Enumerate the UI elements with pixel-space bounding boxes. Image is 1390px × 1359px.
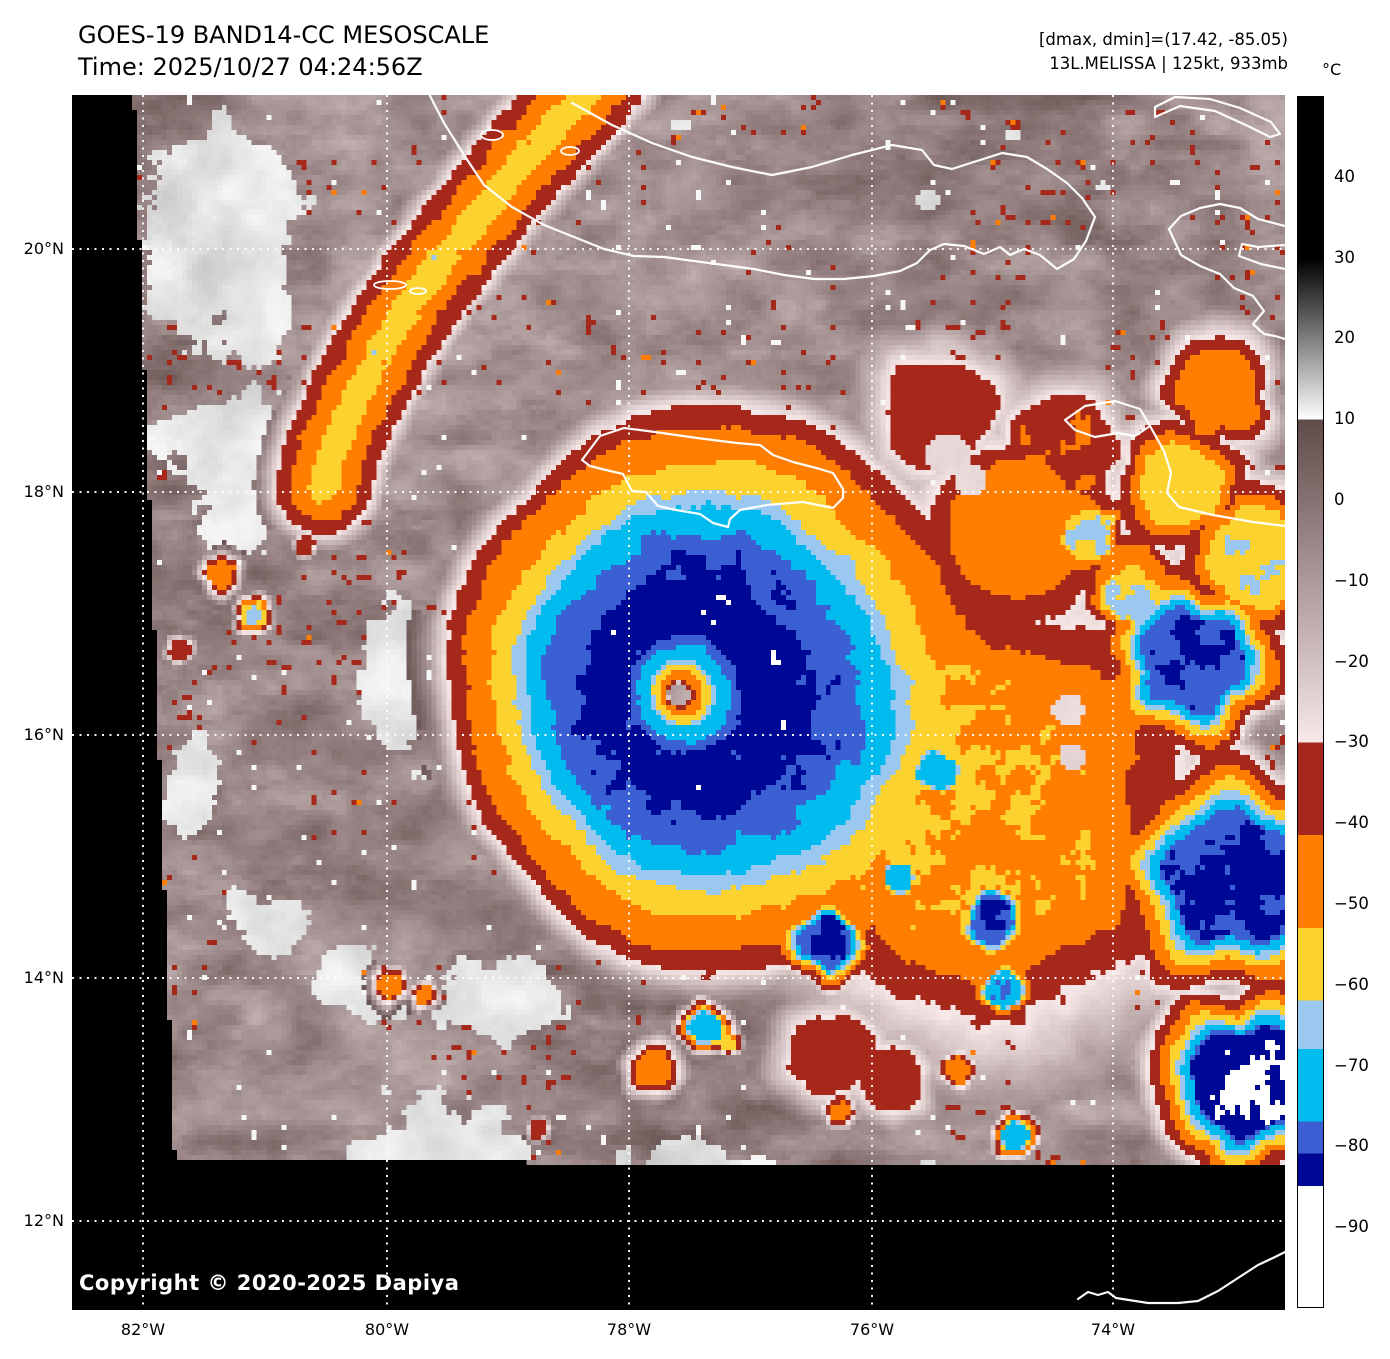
colorbar-tick-label: −80: [1334, 1136, 1369, 1156]
lon-tick-label: 78°W: [606, 1320, 652, 1339]
colorbar-tick-label: 0: [1334, 490, 1345, 509]
colorbar-tick-label: −20: [1334, 651, 1369, 671]
lon-tick-label: 76°W: [849, 1320, 895, 1339]
colorbar-tick-label: −90: [1334, 1217, 1369, 1237]
coastline-cuba-south-coast: [428, 95, 1097, 281]
page-title: GOES-19 BAND14-CC MESOSCALE: [78, 21, 490, 49]
islet-outline: [480, 129, 504, 141]
lon-tick-label: 80°W: [364, 1320, 410, 1339]
coastline-haiti-northwest: [1237, 242, 1285, 271]
satellite-map: Copyright © 2020-2025 Dapiya: [72, 95, 1285, 1310]
coastline-great-inagua: [1153, 95, 1282, 139]
colorbar-tick-label: −70: [1334, 1055, 1369, 1075]
map-overlay-svg: [72, 95, 1285, 1310]
colorbar-tick-label: −50: [1334, 894, 1369, 913]
lon-tick-label: 82°W: [120, 1320, 166, 1339]
coastline-jamaica: [580, 426, 845, 529]
lat-tick-label: 14°N: [23, 968, 64, 987]
lon-tick-label: 74°W: [1090, 1320, 1136, 1339]
colorbar-tick-label: −30: [1334, 732, 1369, 752]
colorbar-tick-label: −40: [1334, 813, 1369, 833]
colorbar-unit-label: °C: [1322, 60, 1342, 79]
islet-outline: [373, 280, 407, 290]
islet-outline: [409, 287, 427, 295]
colorbar-tick-label: −10: [1334, 570, 1369, 590]
colorbar-tick-label: 40: [1334, 166, 1355, 186]
coastline-haiti-west-coast: [1167, 202, 1285, 341]
colorbar-tick-label: −60: [1334, 974, 1369, 994]
satellite-imagery-canvas: [72, 95, 1285, 1310]
lat-tick-label: 20°N: [23, 239, 64, 258]
colorbar-tick-label: 10: [1334, 409, 1355, 429]
timestamp: Time: 2025/10/27 04:24:56Z: [78, 53, 423, 81]
lat-tick-label: 18°N: [23, 482, 64, 501]
coastline-tiburon-south-coast: [1148, 424, 1285, 528]
copyright-label: Copyright © 2020-2025 Dapiya: [79, 1271, 460, 1295]
colorbar: [1297, 96, 1324, 1308]
dmax-dmin-readout: [dmax, dmin]=(17.42, -85.05): [1039, 30, 1288, 49]
islet-outline: [560, 146, 580, 156]
storm-info: 13L.MELISSA | 125kt, 933mb: [1049, 54, 1288, 73]
coastline-cuba-north-coast: [570, 101, 1097, 219]
colorbar-tick-label: 20: [1334, 328, 1355, 348]
coastline-colombia-coast: [1076, 1250, 1285, 1305]
colorbar-tick-label: 30: [1334, 247, 1355, 267]
lat-tick-label: 12°N: [23, 1211, 64, 1230]
coastline-tiburon-peninsula: [1063, 399, 1152, 439]
lat-tick-label: 16°N: [23, 725, 64, 744]
